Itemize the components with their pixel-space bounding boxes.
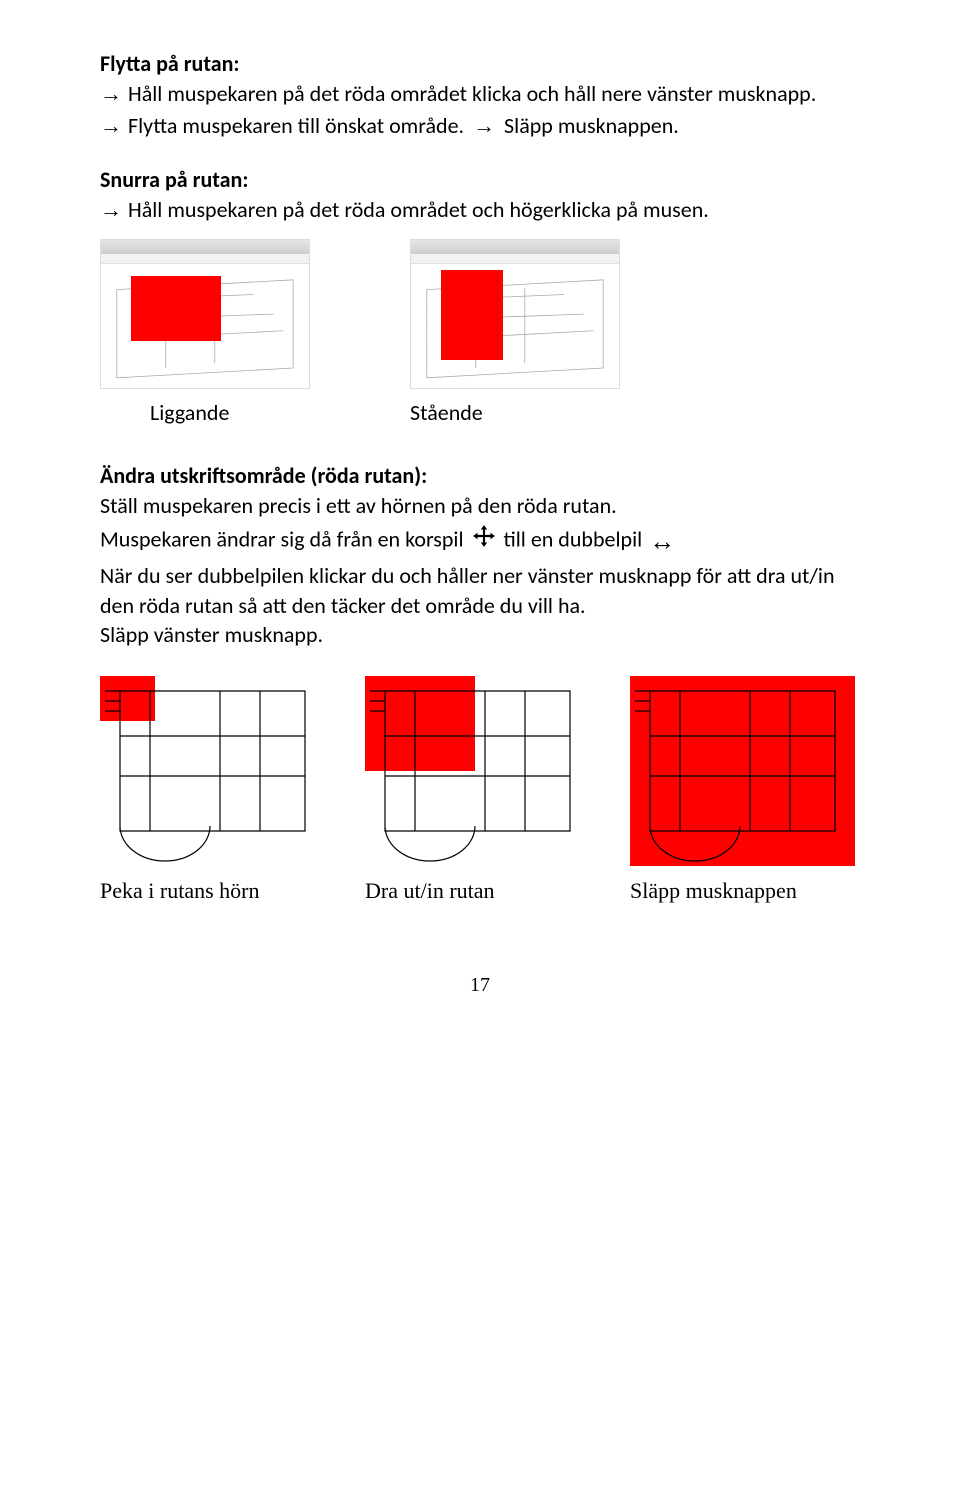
window-titlebar: [411, 240, 619, 254]
instruction-line: → Håll muspekaren på det röda området oc…: [100, 195, 860, 225]
heading-flytta: Flytta på rutan:: [100, 50, 860, 77]
floorplan-c: [630, 676, 855, 866]
section-snurra: Snurra på rutan: → Håll muspekaren på de…: [100, 166, 860, 225]
red-selection-portrait: [441, 270, 503, 360]
caption-liggande: Liggande: [100, 399, 310, 426]
floorplan-row: [100, 676, 860, 866]
heading-andra: Ändra utskriftsområde (röda rutan):: [100, 462, 860, 489]
section-andra: Ändra utskriftsområde (röda rutan): Stäl…: [100, 462, 860, 650]
window-menubar: [411, 254, 619, 264]
caption-peka: Peka i rutans hörn: [100, 878, 325, 904]
instruction-text: Håll muspekaren på det röda området klic…: [128, 79, 816, 109]
floorplan-a: [100, 676, 325, 866]
floorplan-lines: [630, 676, 855, 866]
red-selection-landscape: [131, 276, 221, 341]
instruction-text: Håll muspekaren på det röda området och …: [128, 195, 709, 225]
caption-dra: Dra ut/in rutan: [365, 878, 590, 904]
section-flytta: Flytta på rutan: → Håll muspekaren på de…: [100, 50, 860, 140]
page-number: 17: [100, 974, 860, 997]
arrow-icon: →: [100, 111, 122, 141]
heading-snurra: Snurra på rutan:: [100, 166, 860, 193]
text-part: Släpp musknappen.: [504, 112, 679, 139]
instruction-line: → Håll muspekaren på det röda området kl…: [100, 79, 860, 109]
instruction-icon-line: Muspekaren ändrar sig då från en korspil…: [100, 521, 860, 561]
arrow-icon: →: [473, 113, 495, 138]
window-menubar: [101, 254, 309, 264]
canvas-area: [411, 264, 619, 388]
floorplan-lines: [100, 676, 325, 866]
screenshot-staende: [410, 239, 620, 389]
floorplan-b: [365, 676, 590, 866]
instruction-text: Flytta muspekaren till önskat område. → …: [128, 111, 679, 141]
text-part: Flytta muspekaren till önskat område.: [128, 112, 464, 139]
move-cursor-icon: [471, 523, 497, 559]
arrow-icon: →: [100, 195, 122, 225]
instruction-text: Ställ muspekaren precis i ett av hörnen …: [100, 491, 860, 521]
window-titlebar: [101, 240, 309, 254]
text-after-icon: till en dubbelpil: [503, 525, 642, 552]
floorplan-captions: Peka i rutans hörn Dra ut/in rutan Släpp…: [100, 878, 860, 904]
instruction-text: Släpp vänster musknapp.: [100, 620, 860, 650]
canvas-area: [101, 264, 309, 388]
double-arrow-icon: ↔: [649, 521, 675, 561]
screenshot-row: [100, 239, 860, 389]
text-before-icon: Muspekaren ändrar sig då från en korspil: [100, 525, 464, 552]
instruction-line: → Flytta muspekaren till önskat område. …: [100, 111, 860, 141]
screenshot-liggande: [100, 239, 310, 389]
instruction-text: När du ser dubbelpilen klickar du och hå…: [100, 561, 860, 620]
screenshot-captions: Liggande Stående: [100, 399, 860, 426]
caption-staende: Stående: [360, 399, 570, 426]
arrow-icon: →: [100, 79, 122, 109]
floorplan-lines: [365, 676, 590, 866]
caption-slapp: Släpp musknappen: [630, 878, 855, 904]
